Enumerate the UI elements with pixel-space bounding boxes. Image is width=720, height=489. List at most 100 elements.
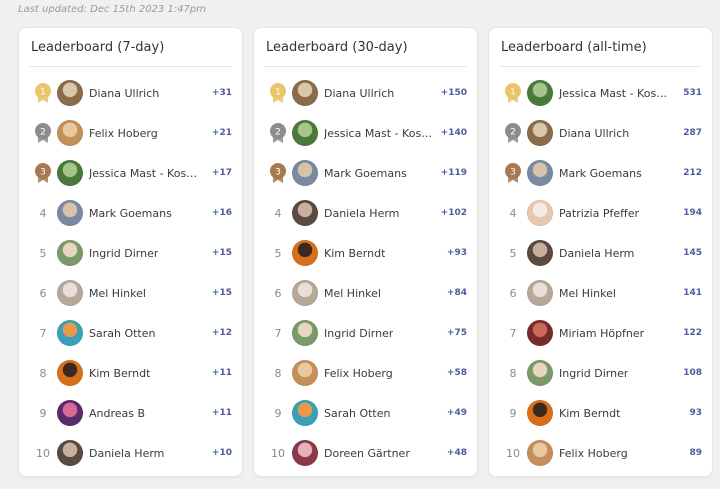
member-name[interactable]: Mel Hinkel: [559, 286, 616, 300]
rank-cell: 3: [264, 162, 292, 184]
rank-cell: 5: [499, 247, 527, 260]
member-name[interactable]: Ingrid Dirner: [324, 326, 394, 340]
member-name[interactable]: Kim Berndt: [89, 366, 151, 380]
rank-cell: 5: [29, 247, 57, 260]
avatar[interactable]: [292, 280, 318, 306]
member-name[interactable]: Patrizia Pfeffer: [559, 206, 639, 220]
avatar[interactable]: [292, 160, 318, 186]
member-name[interactable]: Jessica Mast - Kos…: [559, 86, 668, 100]
avatar[interactable]: [57, 80, 83, 106]
member-name[interactable]: Daniela Herm: [89, 446, 165, 460]
avatar[interactable]: [527, 200, 553, 226]
leaderboard-row: 6 Mel Hinkel +15: [29, 273, 232, 313]
avatar[interactable]: [57, 200, 83, 226]
bronze-medal-icon: 3: [505, 163, 521, 183]
rank-number: 9: [39, 406, 47, 420]
avatar[interactable]: [292, 200, 318, 226]
leaderboard-row: 2 Diana Ullrich 287: [499, 113, 702, 153]
points-value: +17: [211, 168, 232, 178]
member-name[interactable]: Diana Ullrich: [559, 126, 630, 140]
member-name[interactable]: Kim Berndt: [559, 406, 621, 420]
divider: [29, 66, 232, 67]
points-value: +150: [440, 88, 467, 98]
leaderboard-title: Leaderboard (7-day): [31, 40, 165, 55]
member-name[interactable]: Sarah Otten: [89, 326, 156, 340]
avatar[interactable]: [527, 360, 553, 386]
avatar[interactable]: [57, 360, 83, 386]
leaderboard-title: Leaderboard (30-day): [266, 40, 408, 55]
member-name[interactable]: Sarah Otten: [324, 406, 391, 420]
member-name[interactable]: Mark Goemans: [559, 166, 642, 180]
rank-number: 6: [509, 286, 517, 300]
member-name[interactable]: Daniela Herm: [559, 246, 635, 260]
leaderboard-row: 9 Sarah Otten +49: [264, 393, 467, 433]
leaderboard-row: 10 Doreen Gärtner +48: [264, 433, 467, 473]
avatar[interactable]: [57, 160, 83, 186]
gold-medal-icon: 1: [505, 83, 521, 103]
leaderboard-row: 3 Mark Goemans +119: [264, 153, 467, 193]
leaderboard-row: 5 Ingrid Dirner +15: [29, 233, 232, 273]
member-name[interactable]: Jessica Mast - Kos…: [89, 166, 198, 180]
rank-cell: 9: [29, 407, 57, 420]
avatar[interactable]: [292, 440, 318, 466]
rank-number: 9: [509, 406, 517, 420]
leaderboard-list: 1 Jessica Mast - Kos… 531 2 Diana Ullrich 287…: [499, 73, 702, 473]
member-name[interactable]: Doreen Gärtner: [324, 446, 410, 460]
points-value: 141: [683, 288, 702, 298]
avatar[interactable]: [57, 320, 83, 346]
leaderboard-title: Leaderboard (all-time): [501, 40, 647, 55]
points-value: +48: [446, 448, 467, 458]
avatar[interactable]: [57, 240, 83, 266]
member-name[interactable]: Jessica Mast - Kos…: [324, 126, 433, 140]
avatar[interactable]: [57, 400, 83, 426]
avatar[interactable]: [292, 120, 318, 146]
rank-cell: 8: [29, 367, 57, 380]
rank-number: 8: [274, 366, 282, 380]
leaderboard-row: 4 Daniela Herm +102: [264, 193, 467, 233]
points-value: 212: [683, 168, 702, 178]
member-name[interactable]: Kim Berndt: [324, 246, 386, 260]
leaderboard-row: 3 Mark Goemans 212: [499, 153, 702, 193]
avatar[interactable]: [57, 280, 83, 306]
member-name[interactable]: Diana Ullrich: [89, 86, 160, 100]
avatar[interactable]: [527, 160, 553, 186]
leaderboards-container: Leaderboard (7-day) 1 Diana Ullrich +31 2 Fe…: [18, 27, 713, 477]
avatar[interactable]: [292, 80, 318, 106]
avatar[interactable]: [292, 240, 318, 266]
member-name[interactable]: Mel Hinkel: [89, 286, 146, 300]
member-name[interactable]: Daniela Herm: [324, 206, 400, 220]
avatar[interactable]: [527, 240, 553, 266]
member-name[interactable]: Mark Goemans: [89, 206, 172, 220]
member-name[interactable]: Diana Ullrich: [324, 86, 395, 100]
avatar[interactable]: [527, 80, 553, 106]
rank-cell: 5: [264, 247, 292, 260]
member-name[interactable]: Felix Hoberg: [559, 446, 628, 460]
avatar[interactable]: [292, 320, 318, 346]
avatar[interactable]: [57, 120, 83, 146]
member-name[interactable]: Ingrid Dirner: [559, 366, 629, 380]
points-value: +84: [446, 288, 467, 298]
avatar[interactable]: [527, 440, 553, 466]
member-name[interactable]: Felix Hoberg: [324, 366, 393, 380]
rank-number: 6: [39, 286, 47, 300]
rank-cell: 3: [499, 162, 527, 184]
member-name[interactable]: Miriam Höpfner: [559, 326, 645, 340]
avatar[interactable]: [292, 360, 318, 386]
avatar[interactable]: [527, 280, 553, 306]
avatar[interactable]: [527, 320, 553, 346]
leaderboard-row: 6 Mel Hinkel 141: [499, 273, 702, 313]
member-name[interactable]: Andreas B: [89, 406, 146, 420]
rank-cell: 1: [29, 82, 57, 104]
member-name[interactable]: Ingrid Dirner: [89, 246, 159, 260]
avatar[interactable]: [527, 400, 553, 426]
avatar[interactable]: [292, 400, 318, 426]
rank-cell: 4: [264, 207, 292, 220]
avatar[interactable]: [57, 440, 83, 466]
rank-number: 5: [39, 246, 47, 260]
avatar[interactable]: [527, 120, 553, 146]
member-name[interactable]: Felix Hoberg: [89, 126, 158, 140]
points-value: +11: [211, 368, 232, 378]
member-name[interactable]: Mel Hinkel: [324, 286, 381, 300]
medal-rank-number: 2: [40, 128, 46, 138]
member-name[interactable]: Mark Goemans: [324, 166, 407, 180]
